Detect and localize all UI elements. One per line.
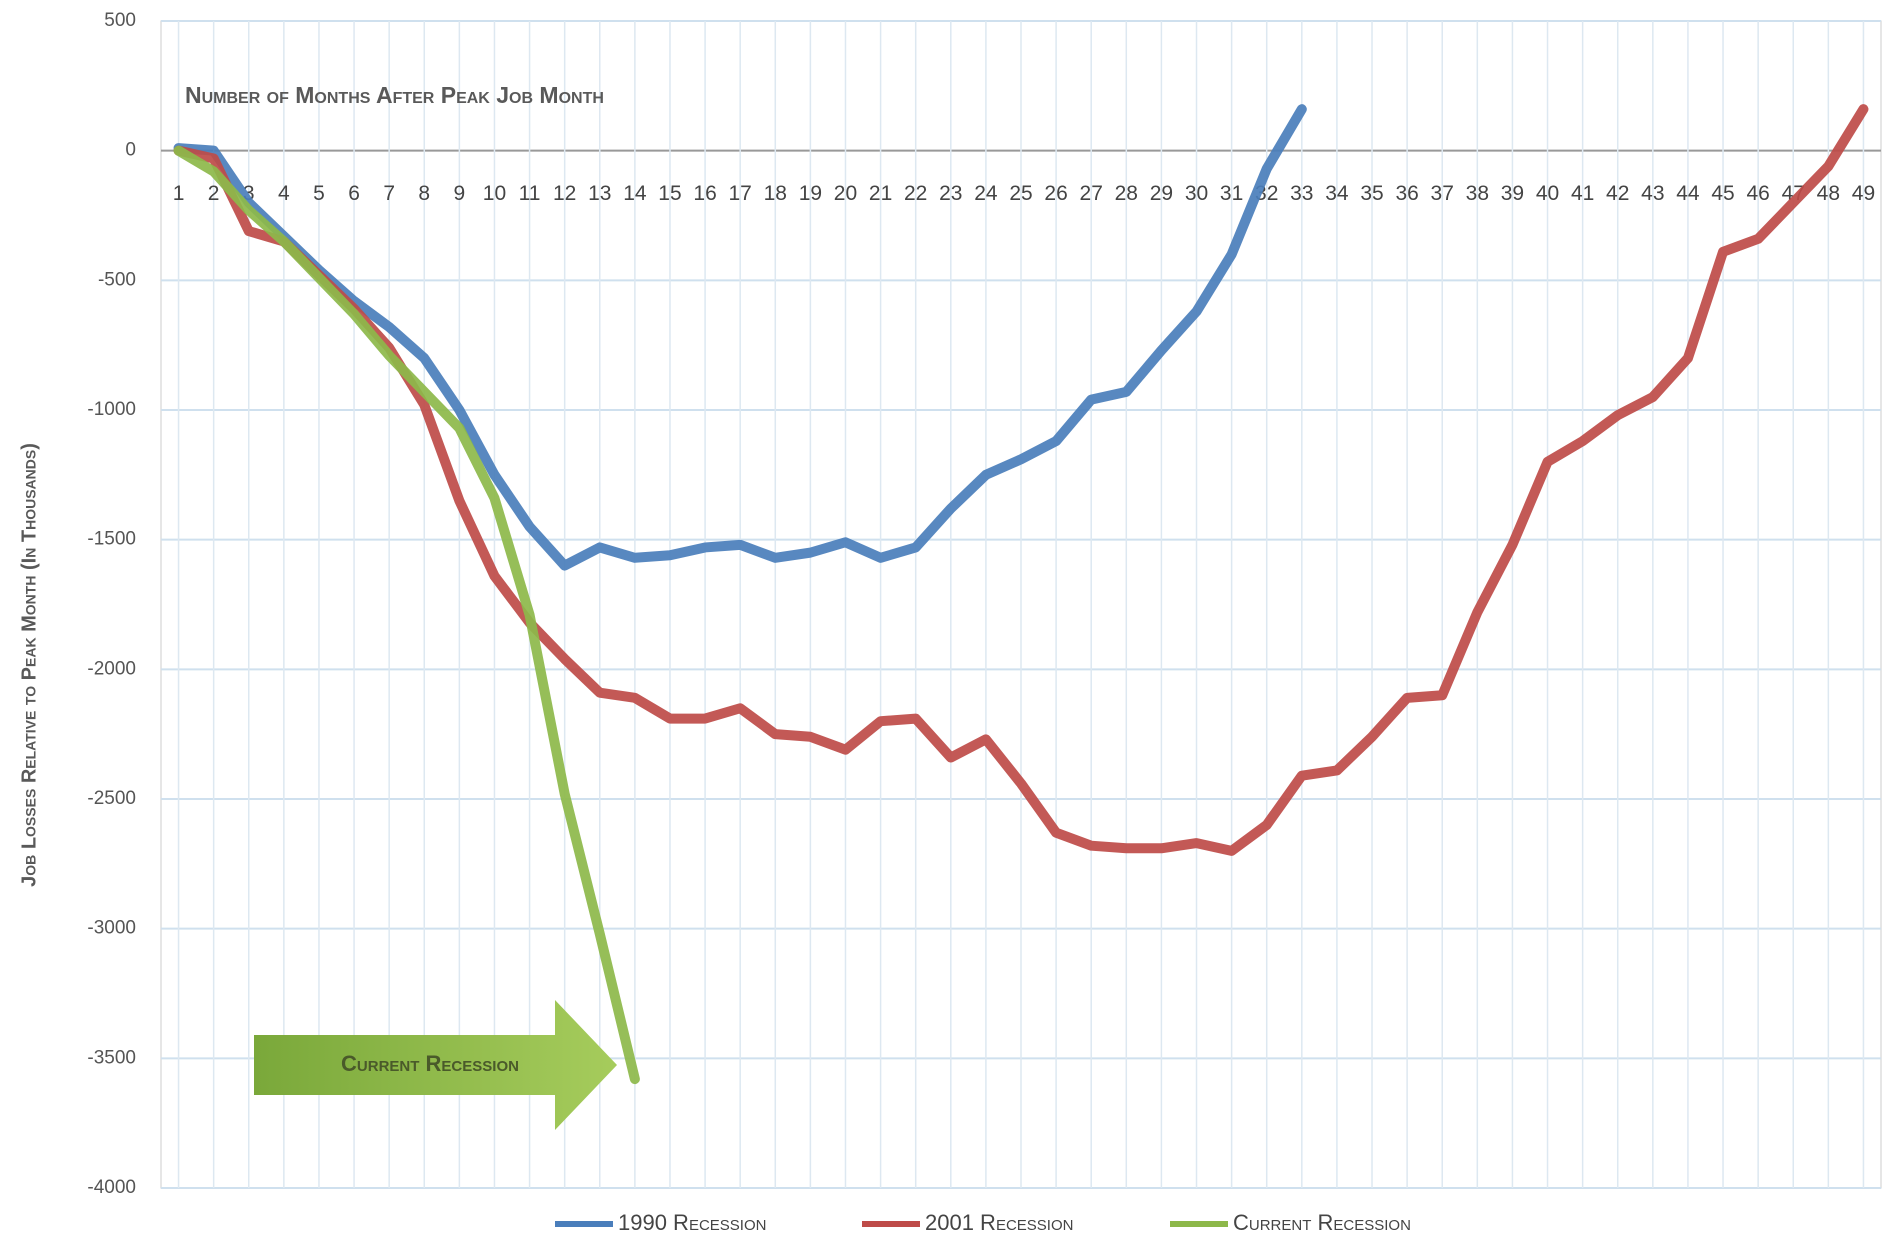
x-tick-label: 29 [1150,182,1173,205]
x-tick-label: 15 [658,182,681,205]
x-tick-label: 28 [1115,182,1138,205]
series-line [173,104,1869,856]
x-tick-label: 41 [1571,182,1594,205]
y-tick-label: -500 [98,269,136,290]
x-tick-label: 19 [799,182,822,205]
annotation-arrow [254,1000,617,1130]
x-tick-label: 45 [1711,182,1734,205]
x-tick-label: 48 [1817,182,1840,205]
legend-label: Current Recession [1233,1210,1411,1233]
x-tick-label: 38 [1466,182,1489,205]
x-tick-label: 37 [1431,182,1454,205]
legend-label: 1990 Recession [618,1210,766,1233]
x-tick-label: 34 [1325,182,1349,205]
x-tick-label: 1 [173,182,185,205]
x-tick-label: 27 [1080,182,1103,205]
x-tick-label: 44 [1676,182,1700,205]
x-tick-label: 12 [553,182,576,205]
x-tick-label: 24 [974,182,998,205]
x-tick-label: 22 [904,182,927,205]
x-tick-label: 42 [1606,182,1629,205]
y-tick-label: -4000 [87,1177,136,1198]
series-line [173,104,1307,571]
legend-label: 2001 Recession [925,1210,1073,1233]
x-tick-label: 17 [729,182,752,205]
y-tick-label: 500 [104,10,136,31]
x-tick-label: 39 [1501,182,1524,205]
x-tick-label: 46 [1746,182,1769,205]
x-tick-label: 43 [1641,182,1664,205]
y-tick-label: -3500 [87,1047,136,1068]
x-tick-label: 21 [869,182,892,205]
y-tick-label: -1000 [87,399,136,420]
x-tick-label: 7 [383,182,395,205]
x-tick-label: 9 [454,182,466,205]
x-tick-label: 14 [623,182,647,205]
x-tick-label: 16 [693,182,716,205]
x-tick-label: 4 [278,182,290,205]
y-tick-label: -3000 [87,918,136,939]
x-tick-label: 49 [1852,182,1875,205]
x-tick-label: 26 [1044,182,1067,205]
x-tick-label: 36 [1395,182,1418,205]
x-tick-label: 40 [1536,182,1559,205]
x-tick-label: 25 [1009,182,1032,205]
x-tick-label: 8 [418,182,430,205]
annotation: Current Recession [341,1051,519,1076]
x-tick-label: 18 [764,182,787,205]
x-tick-label: 6 [348,182,360,205]
y-tick-label: 0 [125,140,136,161]
x-tick-label: 13 [588,182,611,205]
x-tick-label: 30 [1185,182,1208,205]
x-tick-label: 11 [519,182,541,205]
series-line [173,145,640,1085]
x-tick-label: 10 [483,182,506,205]
x-tick-label: 2 [208,182,220,205]
x-tick-label: 35 [1360,182,1383,205]
y-tick-label: -2000 [87,658,136,679]
y-tick-label: -2500 [87,788,136,809]
x-tick-label: 5 [313,182,325,205]
x-tick-label: 31 [1220,182,1243,205]
x-tick-label: 33 [1290,182,1313,205]
y-axis-title: Job Losses Relative to Peak Month (In Th… [18,443,40,887]
x-tick-label: 23 [939,182,962,205]
x-axis-title: Number of Months After Peak Job Month [185,82,604,108]
x-tick-label: 20 [834,182,857,205]
y-tick-label: -1500 [87,529,136,550]
